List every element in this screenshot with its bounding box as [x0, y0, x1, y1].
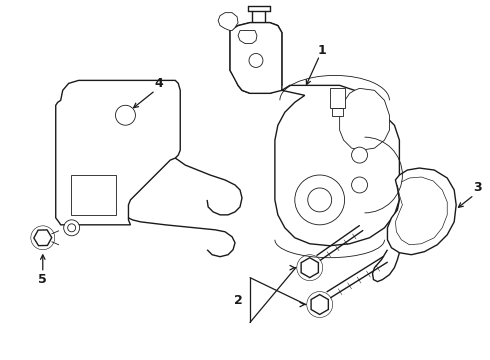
Circle shape: [64, 220, 80, 236]
Polygon shape: [340, 88, 390, 150]
Text: 5: 5: [38, 273, 47, 286]
Polygon shape: [230, 23, 282, 93]
Text: 2: 2: [234, 293, 243, 306]
Circle shape: [295, 175, 344, 225]
Polygon shape: [56, 80, 180, 225]
Circle shape: [116, 105, 135, 125]
Circle shape: [352, 147, 368, 163]
Polygon shape: [388, 168, 456, 255]
Circle shape: [249, 54, 263, 67]
Polygon shape: [238, 31, 257, 44]
Circle shape: [308, 188, 332, 212]
Circle shape: [352, 177, 368, 193]
Polygon shape: [230, 23, 399, 246]
Text: 1: 1: [318, 44, 326, 57]
Circle shape: [68, 224, 75, 232]
Polygon shape: [71, 175, 116, 215]
Bar: [330, 88, 344, 108]
Polygon shape: [218, 13, 238, 31]
Text: 4: 4: [154, 77, 163, 90]
Bar: [332, 108, 343, 116]
Text: 3: 3: [473, 181, 481, 194]
